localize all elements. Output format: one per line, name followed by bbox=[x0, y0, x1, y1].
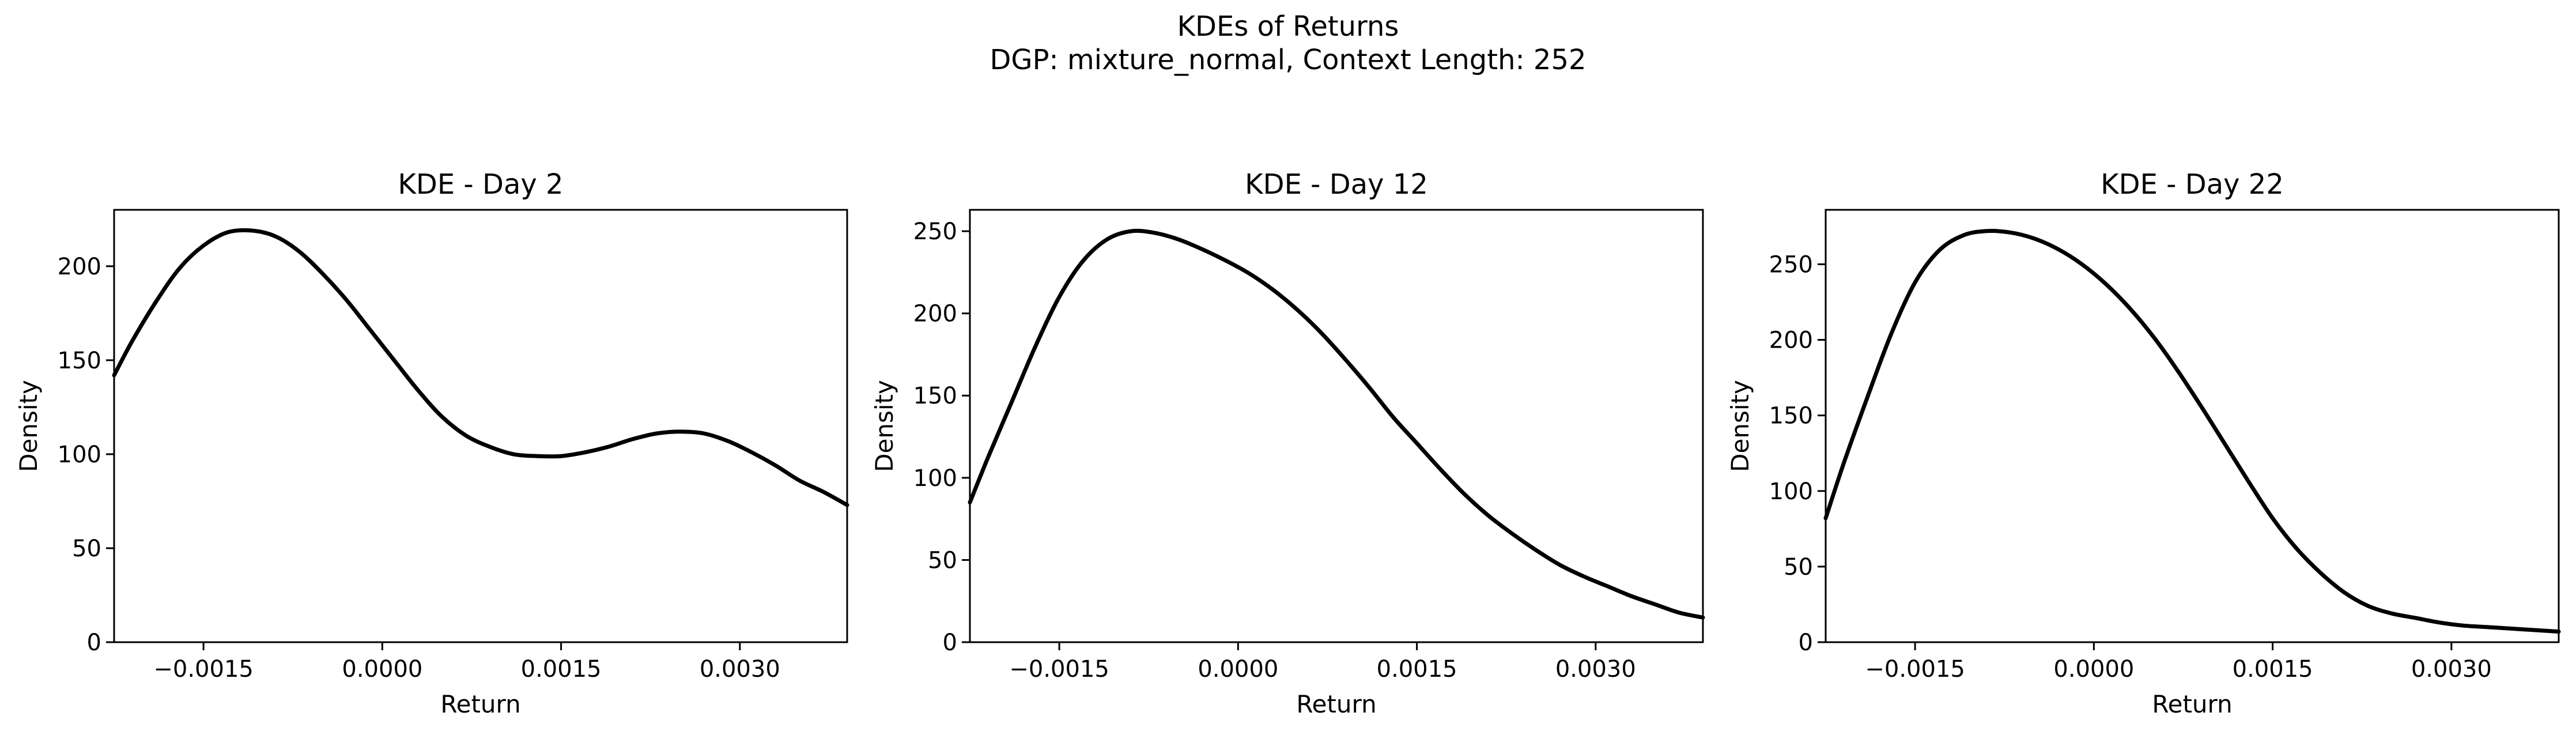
kde-curve-line bbox=[968, 228, 1705, 620]
x-tick-label: −0.0015 bbox=[153, 656, 253, 683]
y-tick-label: 100 bbox=[913, 465, 957, 492]
x-tick-label: 0.0030 bbox=[700, 656, 780, 683]
x-axis-label: Return bbox=[2152, 690, 2232, 718]
kde-panel-day-2: KDE - Day 2 0 50 100 150 200 −0.0015 0.0000 0.… bbox=[14, 168, 849, 718]
y-tick-label: 150 bbox=[1769, 403, 1813, 429]
panel-title: KDE - Day 2 bbox=[398, 168, 563, 201]
kde-panel-day-22: KDE - Day 22 0 50 100 150 200 250 −0.0015 0.00… bbox=[1726, 168, 2561, 718]
y-tick-label: 200 bbox=[913, 301, 957, 327]
x-axis-ticks: −0.0015 0.0000 0.0015 0.0030 bbox=[1865, 642, 2492, 683]
plot-frame bbox=[969, 209, 1704, 643]
x-tick-label: 0.0030 bbox=[1555, 656, 1636, 683]
y-tick-label: 50 bbox=[72, 536, 101, 562]
y-axis-label: Density bbox=[1726, 380, 1754, 472]
plot-frame bbox=[113, 209, 848, 643]
y-tick-label: 0 bbox=[943, 630, 957, 656]
y-axis-label: Density bbox=[870, 380, 898, 472]
y-axis-label: Density bbox=[14, 380, 43, 472]
y-tick-label: 200 bbox=[1769, 327, 1813, 354]
x-tick-label: −0.0015 bbox=[1865, 656, 1965, 683]
x-tick-label: 0.0015 bbox=[521, 656, 602, 683]
y-tick-label: 250 bbox=[1769, 251, 1813, 278]
y-axis-ticks: 0 50 100 150 200 bbox=[58, 254, 114, 656]
x-tick-label: 0.0000 bbox=[342, 656, 422, 683]
kde-curve-line bbox=[112, 228, 849, 507]
x-tick-label: 0.0015 bbox=[1377, 656, 1457, 683]
x-axis-label: Return bbox=[1296, 690, 1376, 718]
y-tick-label: 150 bbox=[58, 348, 101, 374]
y-axis-ticks: 0 50 100 150 200 250 bbox=[913, 218, 970, 656]
x-tick-label: 0.0000 bbox=[2053, 656, 2134, 683]
x-tick-label: 0.0030 bbox=[2411, 656, 2492, 683]
x-axis-ticks: −0.0015 0.0000 0.0015 0.0030 bbox=[153, 642, 780, 683]
y-tick-label: 50 bbox=[1784, 554, 1813, 581]
y-tick-label: 50 bbox=[928, 547, 957, 574]
figure-subtitle: DGP: mixture_normal, Context Length: 252 bbox=[989, 44, 1586, 76]
x-tick-label: 0.0015 bbox=[2233, 656, 2313, 683]
panel-title: KDE - Day 22 bbox=[2101, 168, 2284, 201]
x-axis-ticks: −0.0015 0.0000 0.0015 0.0030 bbox=[1009, 642, 1636, 683]
kde-panel-day-12: KDE - Day 12 0 50 100 150 200 250 −0.0015 0.00… bbox=[870, 168, 1705, 718]
y-tick-label: 150 bbox=[913, 383, 957, 409]
y-tick-label: 0 bbox=[87, 630, 101, 656]
y-tick-label: 100 bbox=[58, 442, 101, 468]
panel-title: KDE - Day 12 bbox=[1245, 168, 1428, 201]
y-tick-label: 250 bbox=[913, 218, 957, 245]
x-tick-label: 0.0000 bbox=[1198, 656, 1278, 683]
y-tick-label: 0 bbox=[1799, 630, 1813, 656]
kde-curve-line bbox=[1823, 228, 2561, 634]
x-tick-label: −0.0015 bbox=[1009, 656, 1109, 683]
y-tick-label: 100 bbox=[1769, 478, 1813, 505]
plot-frame bbox=[1825, 209, 2560, 643]
figure-title: KDEs of Returns bbox=[1177, 10, 1399, 43]
x-axis-label: Return bbox=[440, 690, 520, 718]
y-tick-label: 200 bbox=[58, 254, 101, 280]
y-axis-ticks: 0 50 100 150 200 250 bbox=[1769, 251, 1826, 656]
